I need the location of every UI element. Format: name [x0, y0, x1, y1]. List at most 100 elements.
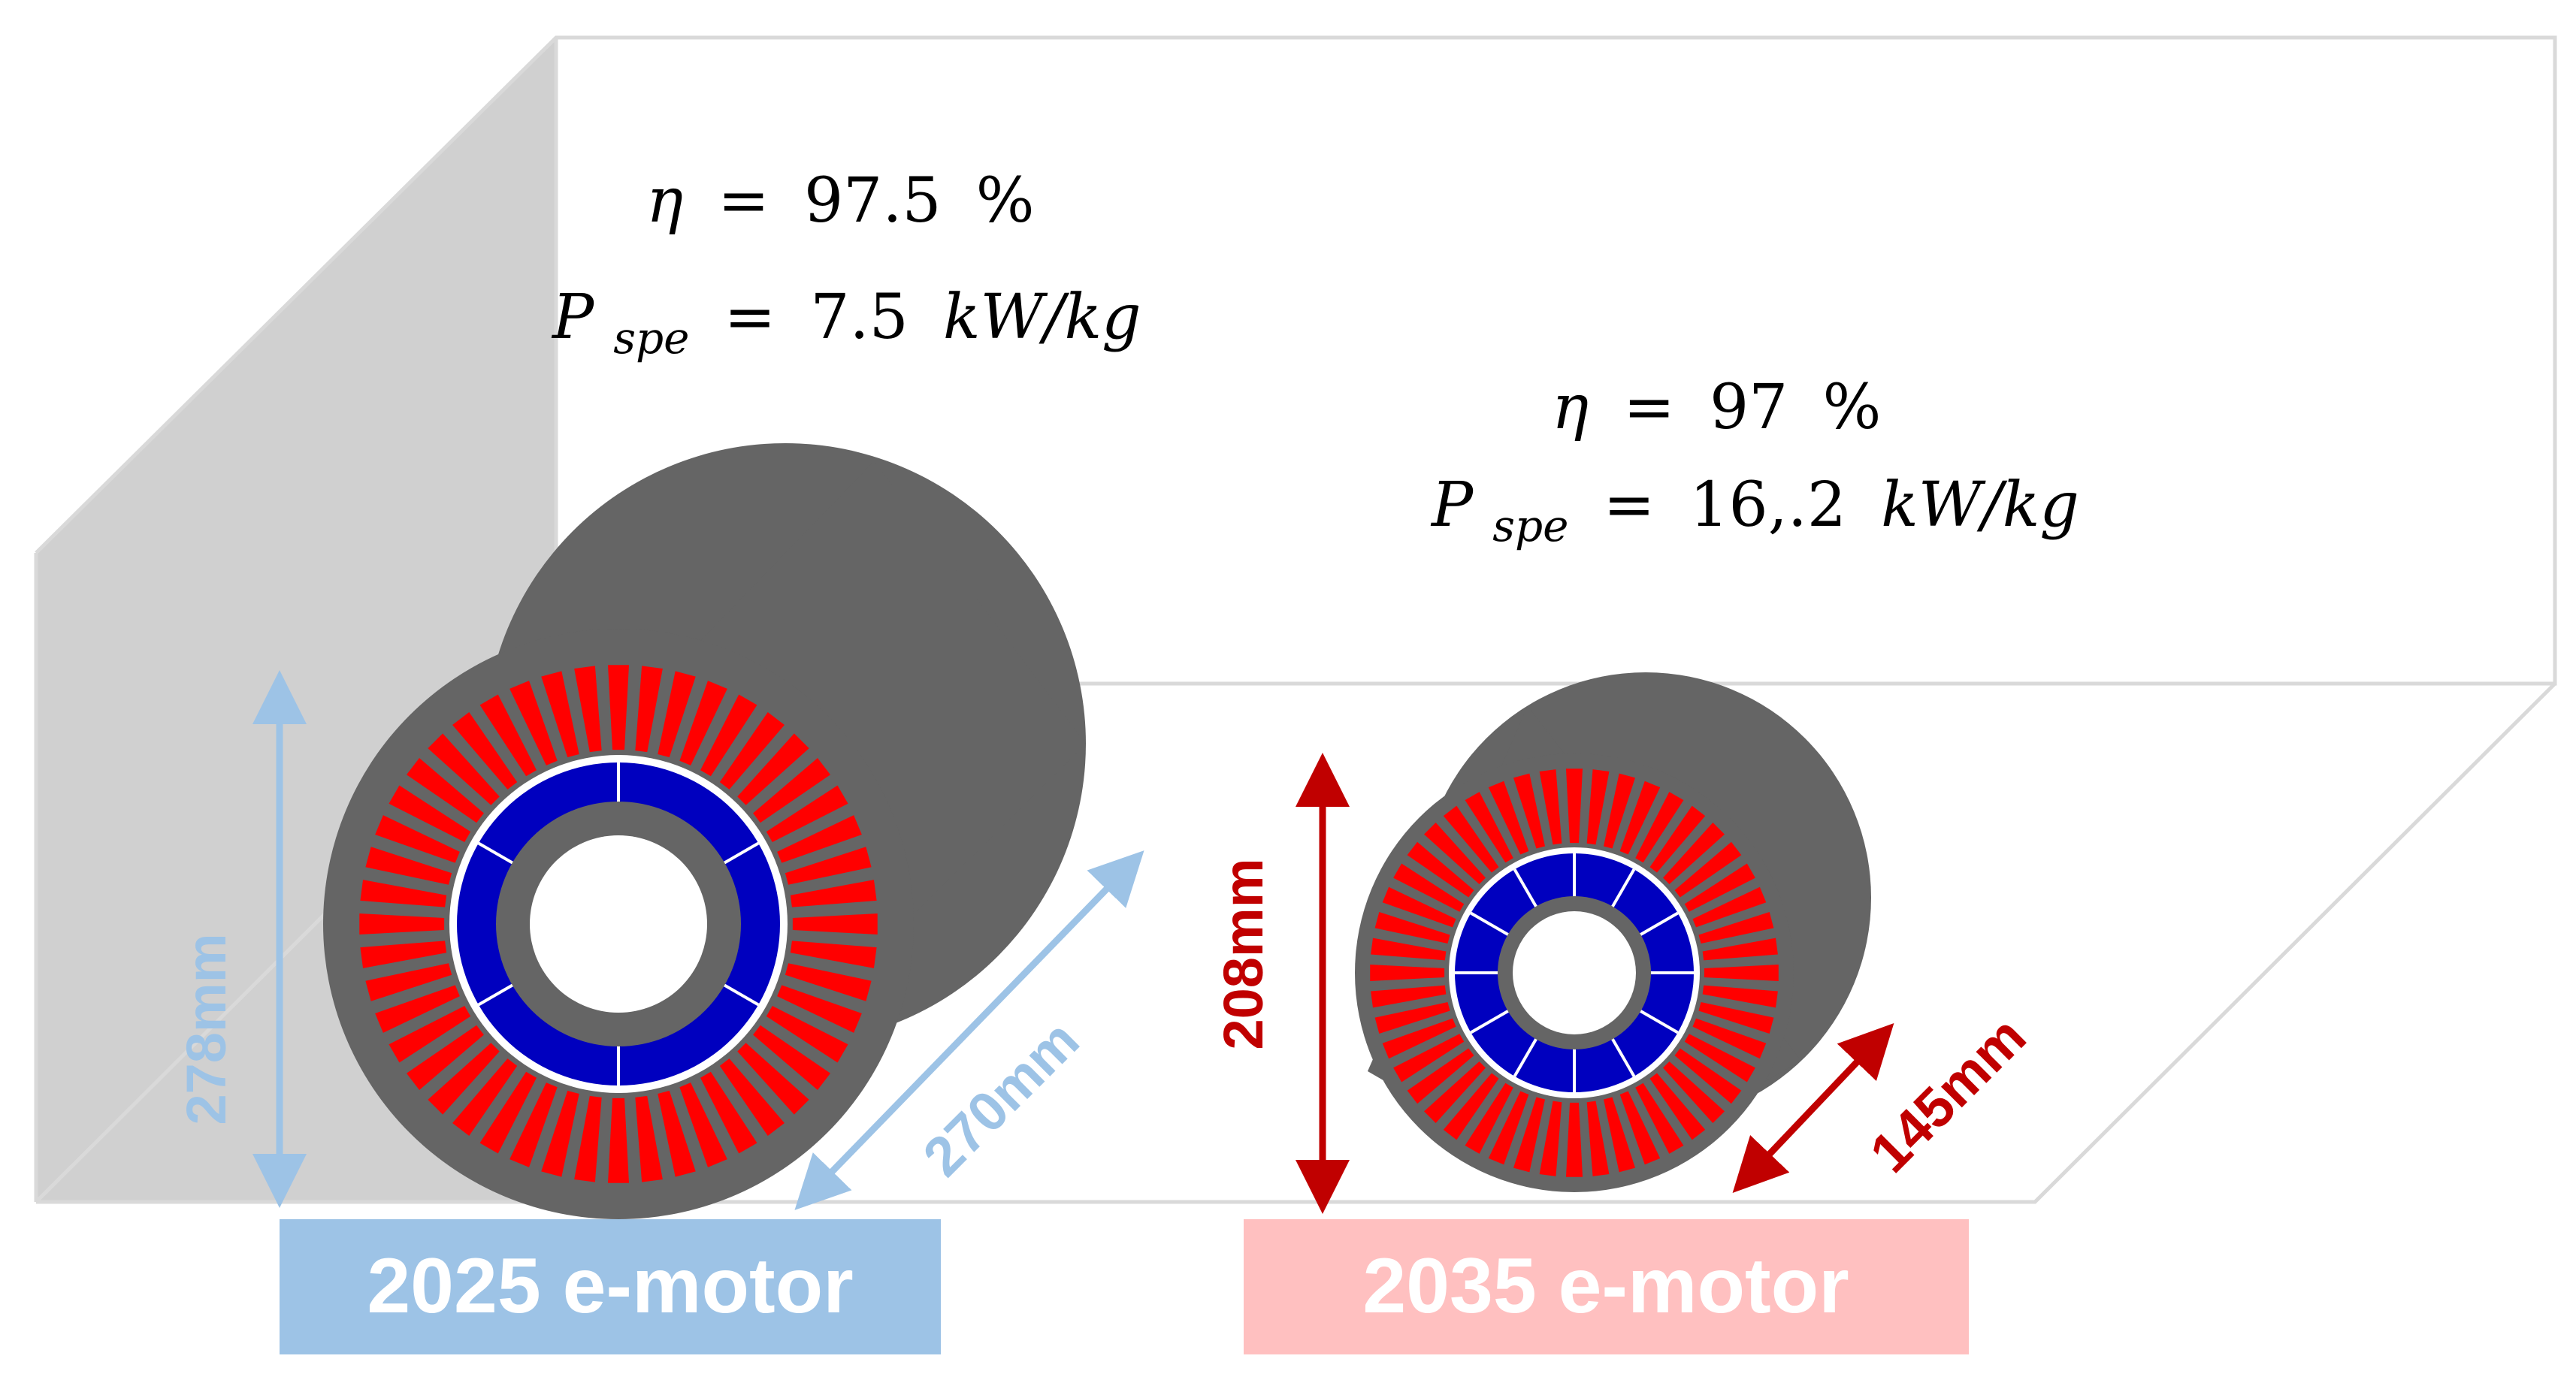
- motor-2025-efficiency-symbol: η: [646, 165, 683, 237]
- motor-2025-stator-slot: [679, 1082, 727, 1167]
- motor-2025-rotor-segment-line: [721, 841, 760, 865]
- motor-2035-stator-slot: [1382, 1018, 1456, 1059]
- motor-2035-label: 2035 e-motor: [1362, 1243, 1849, 1330]
- motor-2025-stator-slot: [766, 785, 848, 842]
- motor-2035-stator-slot: [1619, 1091, 1661, 1165]
- motor-2025-stator-slot: [719, 711, 785, 790]
- motor-2035-stator-slot: [1407, 841, 1474, 898]
- motor-2035-specs: η = 97 % P spe = 16,.2 kW/kg: [1430, 372, 2079, 556]
- motor-2035-stator-slot: [1371, 985, 1447, 1008]
- motor-2035-specific-power-value: 16,.2: [1689, 470, 1846, 541]
- motor-2035-stator-slot: [1649, 1073, 1706, 1140]
- motor-2025-stator-slot: [541, 1090, 579, 1177]
- motor-2035-rotor-segment-line: [1513, 1037, 1538, 1077]
- motor-2025-length-label: 270mm: [911, 1008, 1090, 1188]
- motor-2025-stator-slot: [375, 815, 460, 863]
- motor-2035-efficiency: η = 97 %: [1552, 372, 1881, 443]
- motor-2035-efficiency-unit: %: [1822, 372, 1881, 443]
- motor-2025-efficiency: η = 97.5 %: [646, 165, 1035, 237]
- motor-2025-stator-slot: [737, 1043, 809, 1115]
- motor-2025-specific-power-value: 7.5: [810, 282, 908, 353]
- motor-2035-efficiency-equals: =: [1623, 372, 1675, 443]
- motor-2025-stator-slot: [635, 666, 663, 753]
- motor-2035-rotor: [1449, 847, 1700, 1098]
- motor-2035-height-label: 208mm: [1212, 858, 1274, 1049]
- motor-2035-stator-slot: [1674, 1048, 1742, 1104]
- motor-2025-stator-slot: [679, 681, 727, 765]
- motor-2035-stator-slot: [1424, 1061, 1486, 1123]
- motor-2025-specific-power-symbol: P: [551, 282, 595, 353]
- motor-2035-length-label: 145mm: [1858, 1004, 2037, 1184]
- motor-2035-stator-slot: [1443, 1073, 1499, 1140]
- motor-2025-rotor-segment-line: [477, 841, 516, 865]
- motor-2035-efficiency-value: 97: [1710, 372, 1788, 443]
- motor-2035-specific-power: P spe = 16,.2 kW/kg: [1430, 470, 2079, 556]
- motor-2025-efficiency-equals: =: [718, 165, 769, 237]
- motor-2035-stator-slot: [1465, 792, 1513, 863]
- motor-2035-stator-slot: [1393, 1034, 1465, 1082]
- motor-2025: [323, 443, 1086, 1219]
- motor-2035-stator-slot: [1674, 841, 1742, 898]
- motor-2025-length-arrow: [794, 850, 1144, 1210]
- motor-2025-specific-power-equals: =: [724, 282, 776, 353]
- motor-2025-stator-slot: [479, 1071, 537, 1154]
- motor-2025-stator-slot: [428, 733, 500, 805]
- motor-2035-rotor-segments: [1455, 853, 1694, 1092]
- motor-2035-stator-slot: [1443, 805, 1499, 873]
- motor-2035-stator-slot: [1393, 863, 1465, 912]
- motor-2025-label-background: [280, 1219, 941, 1354]
- motor-2025-stator-slot: [574, 666, 602, 753]
- motor-2035-shaft-bore: [1513, 911, 1636, 1034]
- motor-2035-rotor-segment-line: [1470, 1009, 1510, 1034]
- motor-2035-specific-power-unit: kW/kg: [1881, 470, 2079, 541]
- motor-2035-efficiency-symbol: η: [1552, 372, 1589, 443]
- motor-2035-rotor-segment-line: [1470, 911, 1510, 937]
- motor-2025-stator-slot: [509, 681, 558, 765]
- motor-2025-stator-slot: [541, 671, 579, 758]
- motor-2025-height-label: 278mm: [175, 933, 237, 1125]
- motor-2035-stator-slot: [1370, 964, 1445, 982]
- motor-2025-stator-slot: [389, 785, 471, 842]
- motor-2025-stator-slot: [428, 1043, 500, 1115]
- motor-2035-stator-slot: [1539, 1101, 1562, 1176]
- motor-2025-stator-slot: [389, 1006, 471, 1063]
- motor-2025-stator-slot: [574, 1095, 602, 1182]
- motor-2035-stator-slot: [1374, 1001, 1450, 1034]
- motor-2035-specific-power-equals: =: [1604, 470, 1655, 541]
- motor-2035-stator-slot: [1586, 769, 1610, 845]
- motor-2025-specific-power-unit: kW/kg: [943, 282, 1141, 353]
- motor-2035: [1355, 672, 1871, 1192]
- motor-2025-stator-slot: [360, 941, 447, 968]
- motor-2035-stator-slot: [1635, 1082, 1684, 1154]
- motor-2035-stator-slot: [1565, 768, 1583, 844]
- motor-2035-specific-power-subscript: spe: [1492, 500, 1568, 551]
- motor-2035-specific-power-symbol: P: [1430, 470, 1474, 541]
- motor-2025-stator-slot: [452, 711, 518, 790]
- motor-2025-label: 2025 e-motor: [367, 1243, 853, 1330]
- motor-2025-stator-slot: [719, 1058, 785, 1137]
- motor-2025-stator-slot: [509, 1082, 558, 1167]
- motor-2035-stator-slot: [1663, 1061, 1725, 1123]
- motor-2035-stator-slot: [1513, 1097, 1546, 1173]
- motor-2025-stator-slot: [375, 985, 460, 1033]
- motor-2035-stator-slot: [1424, 823, 1486, 884]
- motor-2035-stator-slot: [1684, 863, 1755, 912]
- motor-2035-stator-slot: [1619, 781, 1661, 855]
- motor-2035-stator-slot: [1374, 912, 1450, 944]
- motor-2035-stator-slot: [1539, 769, 1562, 845]
- motor-2025-stator-slot: [365, 963, 452, 1001]
- motor-2035-rotor-segment-line: [1610, 1037, 1636, 1077]
- motor-2035-rotor-segment-line: [1638, 1009, 1679, 1034]
- motor-2035-stator-slot: [1565, 1102, 1583, 1177]
- motor-2025-rotor-segment-line: [721, 983, 760, 1007]
- motor-2025-stator-slot: [359, 913, 445, 935]
- motor-2035-stator-slot: [1704, 964, 1779, 982]
- motor-2025-stator-slot: [753, 758, 831, 823]
- motor-2035-length-arrow: [1732, 1022, 1894, 1194]
- motor-2025-stator-slot: [635, 1095, 663, 1182]
- motor-2035-label-badge: 2035 e-motor: [1244, 1219, 1969, 1354]
- motor-2025-stator-slot: [608, 1098, 629, 1183]
- motor-2025-stator-slot: [360, 880, 447, 907]
